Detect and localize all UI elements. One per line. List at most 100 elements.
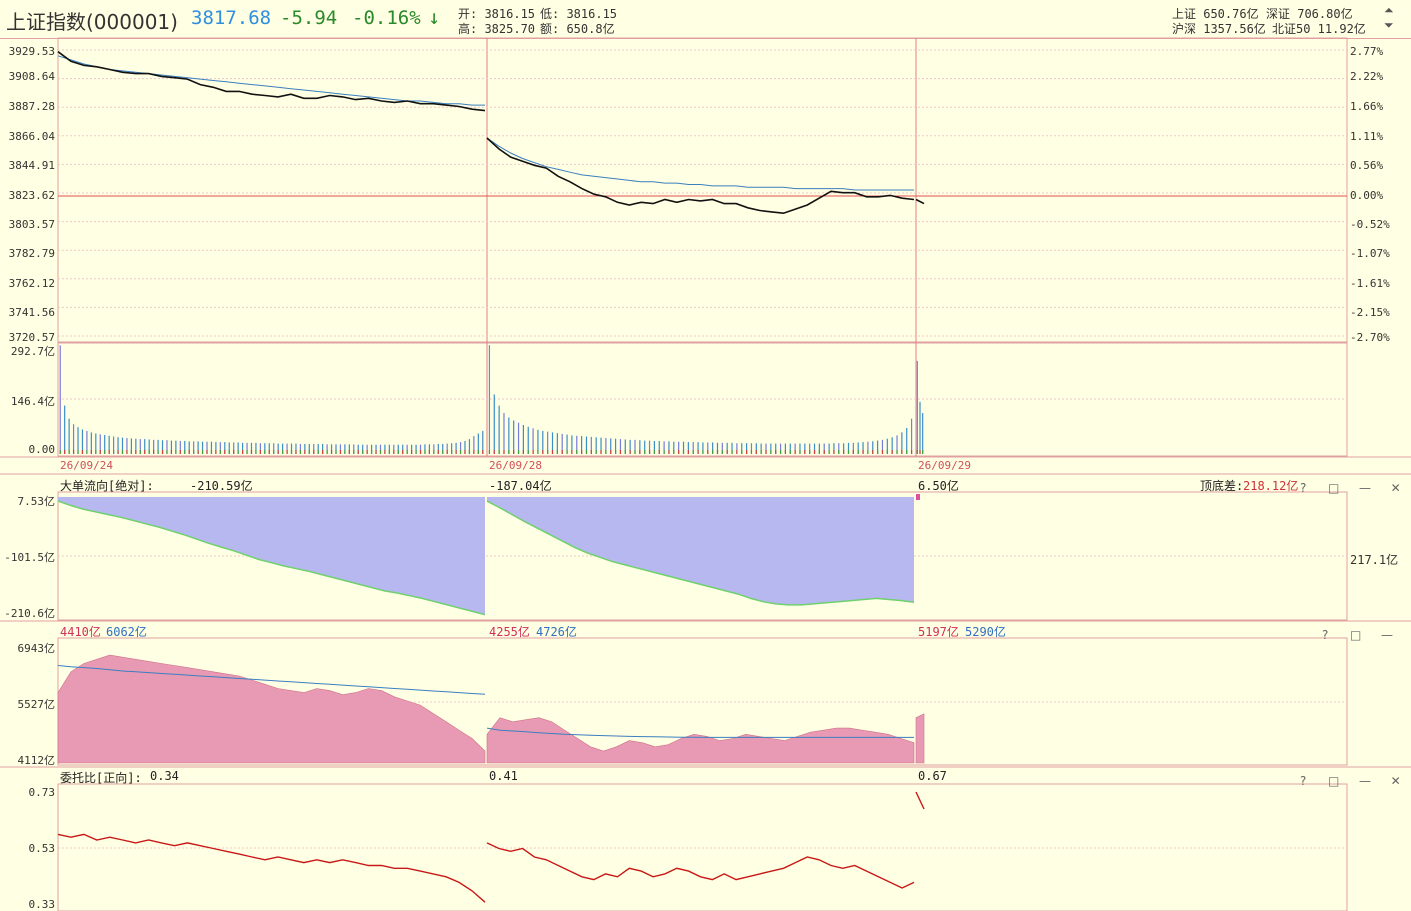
turnover-val-b: 6062亿 xyxy=(106,625,147,639)
bigorder-area xyxy=(58,497,485,615)
turnover-area xyxy=(57,654,486,764)
vol-tick: 292.7亿 xyxy=(10,345,55,358)
bigorder-val3: 6.50亿 xyxy=(918,479,959,493)
date-label: 26/09/28 xyxy=(489,459,542,472)
y-tick: 3741.56 xyxy=(8,306,55,319)
turnover-val-b: 4726亿 xyxy=(536,625,577,639)
pct-tick: -0.52% xyxy=(1350,218,1390,231)
ratio-title: 委托比[正向]: xyxy=(60,771,142,785)
turnover-avg-line xyxy=(57,665,486,695)
pct-tick: -2.15% xyxy=(1350,306,1390,319)
pct-tick: 2.22% xyxy=(1350,70,1384,83)
price-line xyxy=(915,198,925,205)
minimize-icon[interactable]: — xyxy=(1381,628,1393,642)
close-icon[interactable]: ✕ xyxy=(1390,481,1401,495)
avg-price-line xyxy=(486,137,914,191)
ratio-tick: 0.73 xyxy=(28,786,56,799)
bz50-amount: 北证50 11.92亿 xyxy=(1272,22,1366,36)
turnover-tick: 4112亿 xyxy=(17,754,56,767)
pct-tick: -1.07% xyxy=(1350,247,1390,260)
index-name: 上证指数(000001) xyxy=(6,10,178,34)
sh-amount: 上证 650.76亿 xyxy=(1172,7,1259,21)
hs-amount: 沪深 1357.56亿 xyxy=(1172,22,1266,36)
y-tick: 3720.57 xyxy=(8,331,55,344)
bigorder-tick: 7.53亿 xyxy=(17,495,56,508)
vol-tick: 146.4亿 xyxy=(10,395,55,408)
turnover-val-b: 5290亿 xyxy=(965,625,1006,639)
pct-tick: -1.61% xyxy=(1350,277,1390,290)
turnover-avg-line xyxy=(486,727,914,738)
high-price: 高: 3825.70 xyxy=(458,22,536,36)
low-price: 低: 3816.15 xyxy=(540,7,618,21)
bigorder-line xyxy=(57,500,486,616)
amount: 额: 650.8亿 xyxy=(540,22,615,36)
minimize-icon[interactable]: — xyxy=(1359,481,1371,495)
date-label: 26/09/24 xyxy=(60,459,113,472)
turnover-val-a: 5197亿 xyxy=(918,625,959,639)
help-icon[interactable]: ? xyxy=(1322,628,1329,642)
ratio-line xyxy=(915,791,925,810)
ratio-line xyxy=(57,833,486,903)
maximize-icon[interactable]: □ xyxy=(1350,628,1362,642)
diff-label: 顶底差: xyxy=(1200,479,1244,493)
ratio-tick: 0.33 xyxy=(28,898,56,911)
ratio-val1: 0.34 xyxy=(150,769,179,783)
maximize-icon[interactable]: □ xyxy=(1328,481,1340,495)
turnover-tick: 6943亿 xyxy=(17,642,56,655)
turnover-tick: 5527亿 xyxy=(17,698,56,711)
panel-frame xyxy=(57,37,1348,343)
minimize-icon[interactable]: — xyxy=(1359,774,1371,788)
bigorder-area xyxy=(487,497,914,605)
sz-amount: 深证 706.80亿 xyxy=(1266,7,1353,21)
ratio-line xyxy=(486,842,915,889)
bigorder-val2: -187.04亿 xyxy=(489,479,552,493)
bigorder-title: 大单流向[绝对]: xyxy=(60,479,154,493)
price-line xyxy=(57,51,486,112)
y-tick: 3844.91 xyxy=(8,159,55,172)
pct-tick: 2.77% xyxy=(1350,45,1384,58)
scroll-up-icon[interactable]: ⏶ xyxy=(1384,3,1394,17)
bigorder-line xyxy=(486,500,915,606)
ratio-val3: 0.67 xyxy=(918,769,947,783)
avg-price-line xyxy=(57,55,485,106)
open-price: 开: 3816.15 xyxy=(458,7,536,21)
index-change-pct: -0.16% xyxy=(352,7,421,29)
pct-tick: 1.11% xyxy=(1350,130,1384,143)
scroll-down-icon[interactable]: ⏷ xyxy=(1384,18,1394,32)
y-tick: 3803.57 xyxy=(8,218,55,231)
bigorder-right-label: 217.1亿 xyxy=(1350,553,1399,567)
turnover-val-a: 4410亿 xyxy=(60,625,101,639)
index-change: -5.94 xyxy=(280,7,338,29)
maximize-icon[interactable]: □ xyxy=(1328,774,1340,788)
turnover-area xyxy=(486,717,915,764)
ratio-controls: ? □ — ✕ ⧉ xyxy=(1300,770,1411,789)
pct-tick: -2.70% xyxy=(1350,331,1390,344)
pct-tick: 0.56% xyxy=(1350,159,1384,172)
bigorder-tick: -101.5亿 xyxy=(4,551,55,564)
pct-tick: 0.00% xyxy=(1350,189,1384,202)
date-label: 26/09/29 xyxy=(918,459,971,472)
y-tick: 3929.53 xyxy=(8,45,55,58)
bigorder-val1: -210.59亿 xyxy=(190,479,253,493)
help-icon[interactable]: ? xyxy=(1300,774,1307,788)
y-tick: 3908.64 xyxy=(8,70,55,83)
quote-header: 上证指数(000001) 3817.68 -5.94 -0.16% ↓ 开: 3… xyxy=(0,0,1411,39)
vol-tick: 0.00 xyxy=(28,443,56,456)
turnover-controls: ? □ — ✕ xyxy=(1322,624,1411,643)
help-icon[interactable]: ? xyxy=(1300,481,1307,495)
index-price: 3817.68 xyxy=(191,7,272,29)
bigorder-tick: -210.6亿 xyxy=(4,607,55,620)
y-tick: 3823.62 xyxy=(8,189,55,202)
close-icon[interactable]: ✕ xyxy=(1390,774,1401,788)
turnover-val-a: 4255亿 xyxy=(489,625,530,639)
turnover-area xyxy=(915,713,925,764)
ratio-val2: 0.41 xyxy=(489,769,518,783)
ratio-tick: 0.53 xyxy=(28,842,56,855)
y-tick: 3866.04 xyxy=(8,130,55,143)
down-arrow-icon: ↓ xyxy=(428,5,441,29)
pct-tick: 1.66% xyxy=(1350,100,1384,113)
bigorder-controls: ? □ — ✕ ⧉ xyxy=(1300,477,1411,496)
price-line xyxy=(486,137,915,215)
diff-value: 218.12亿 xyxy=(1243,479,1299,493)
